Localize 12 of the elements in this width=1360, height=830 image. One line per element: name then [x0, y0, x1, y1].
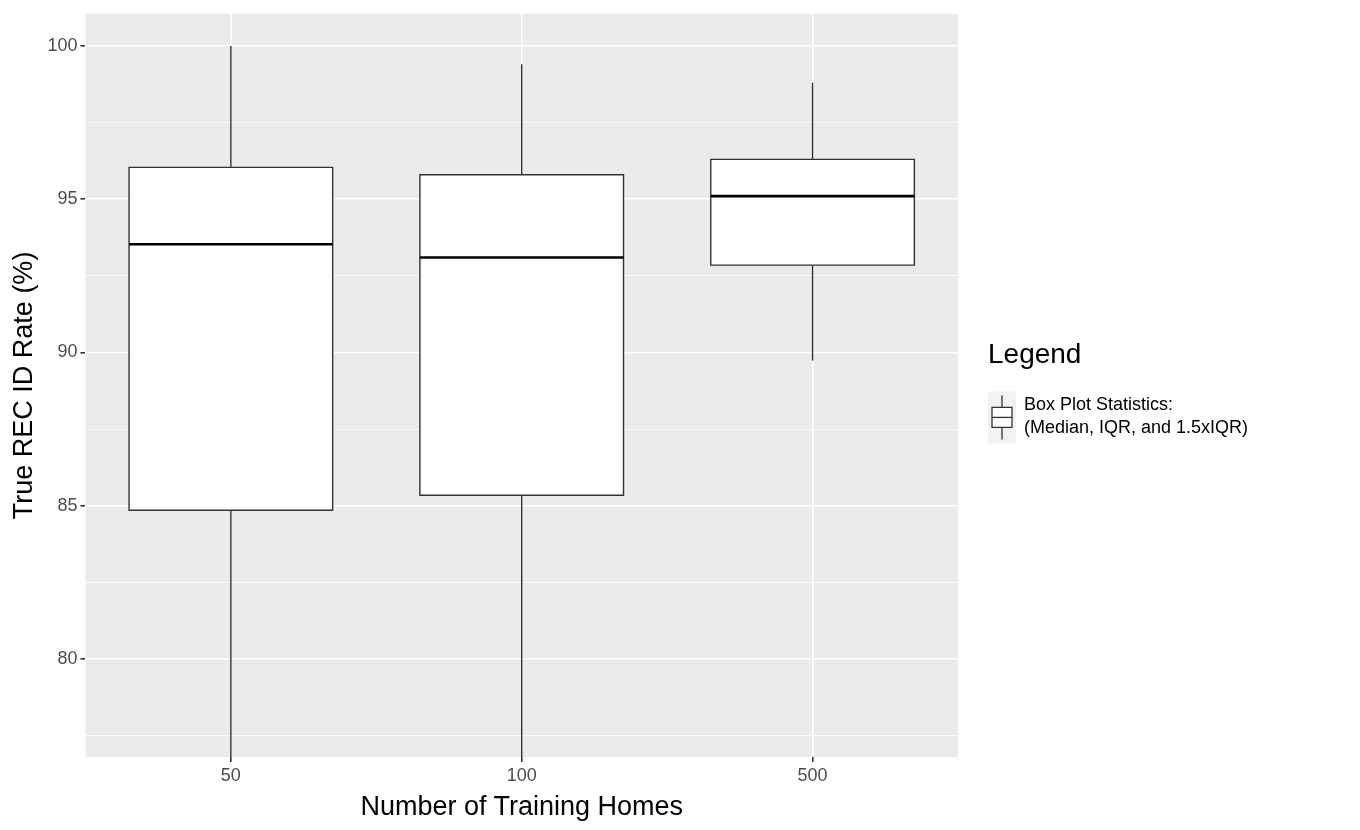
legend-title: Legend — [988, 338, 1082, 370]
y-axis-title: True REC ID Rate (%) — [7, 251, 38, 520]
y-tick-label: 90 — [57, 341, 78, 362]
x-tick-label: 50 — [220, 764, 241, 785]
y-tick-label: 100 — [47, 34, 78, 55]
y-tick-label: 80 — [57, 647, 78, 668]
legend-label: Box Plot Statistics: (Median, IQR, and 1.5xIQR) — [1024, 394, 1249, 438]
y-tick-label: 95 — [57, 188, 78, 209]
x-tick-label: 100 — [506, 764, 537, 785]
x-tick-label: 500 — [797, 764, 828, 785]
x-axis-title: Number of Training Homes — [360, 791, 684, 822]
y-tick-label: 85 — [57, 494, 78, 515]
